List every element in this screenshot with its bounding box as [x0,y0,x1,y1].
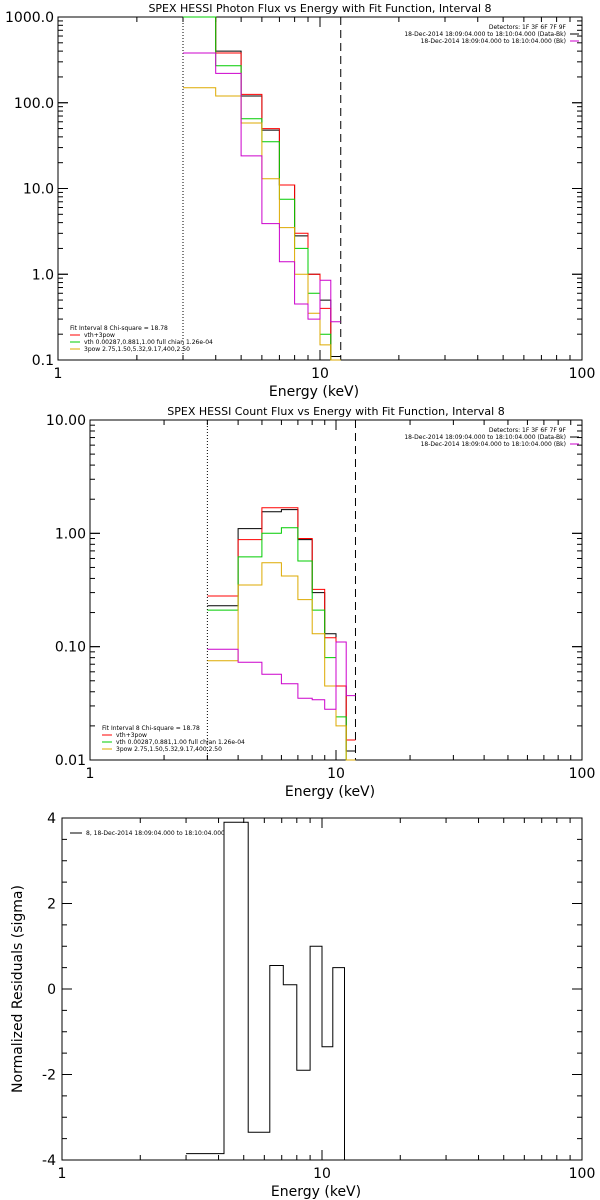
legend-left-label: vth+3pow [116,732,147,739]
series-line-4 [207,641,356,710]
legend-left-label: vth 0.00287,0.881,1.00 full chian 1.26e-… [116,739,245,746]
x-tick-label: 100 [569,1166,596,1182]
residual-line [186,821,345,1160]
y-tick-label: 10.00 [46,413,86,429]
series-line-0 [207,509,356,752]
y-tick-label: 0.01 [55,753,86,769]
legend-left-label: vth 0.00287,0.881,1.00 full chian 1.26e-… [84,339,213,346]
y-tick-label: 0 [47,982,56,998]
x-axis-label: Energy (keV) [285,784,375,800]
x-tick-label: 1 [54,366,63,382]
legend-right-label: Detectors: 1F 3F 6F 7F 9F [489,427,567,434]
y-tick-label: 1000.0 [5,10,54,26]
chart-title: SPEX HESSI Photon Flux vs Energy with Fi… [148,2,491,15]
legend-left-label: Fit Interval 8 Chi-square = 18.78 [102,725,200,732]
x-tick-label: 1 [58,1166,67,1182]
series-line-4 [183,52,341,323]
x-tick-label: 100 [569,366,596,382]
y-tick-label: 1.00 [55,526,86,542]
y-tick-label: -4 [42,1153,56,1169]
y-tick-label: 2 [47,897,56,913]
y-tick-label: 100.0 [14,96,54,112]
legend-right-label: Detectors: 1F 3F 6F 7F 9F [489,24,567,31]
y-axis-label: Normalized Residuals (sigma) [10,885,26,1093]
x-tick-label: 100 [569,766,596,782]
legend-left-label: 3pow 2.75,1.50,5.32,9.17,400,2.50 [84,346,190,353]
x-axis-label: Energy (keV) [271,1184,361,1200]
y-tick-label: 4 [47,811,56,827]
x-tick-label: 10 [311,366,329,382]
y-tick-label: 10.0 [23,182,54,198]
series-line-1 [183,16,341,361]
x-tick-label: 10 [313,1166,331,1182]
y-tick-label: 1.0 [32,267,54,283]
series-line-2 [183,16,341,361]
x-axis-label: Energy (keV) [269,384,359,400]
series-line-2 [207,527,356,761]
series-line-3 [207,562,356,761]
series-line-3 [183,87,341,361]
legend-label: 8, 18-Dec-2014 18:09:04.000 to 18:10:04.… [86,830,225,837]
legend-left-label: vth+3pow [84,332,115,339]
legend-right-label: 18-Dec-2014 18:09:04.000 to 18:10:04.000… [404,31,566,38]
series-line-1 [207,507,356,741]
chart-title: SPEX HESSI Count Flux vs Energy with Fit… [167,405,504,418]
legend-right-label: 18-Dec-2014 18:09:04.000 to 18:10:04.000… [421,441,566,448]
legend-left-label: Fit Interval 8 Chi-square = 18.78 [70,325,168,332]
x-tick-label: 1 [86,766,95,782]
y-tick-label: -2 [42,1068,56,1084]
legend-left-label: 3pow 2.75,1.50,5.32,9.17,400,2.50 [116,746,222,753]
x-tick-label: 10 [327,766,345,782]
y-tick-label: 0.10 [55,640,86,656]
y-tick-label: 0.1 [32,353,54,369]
legend-right-label: 18-Dec-2014 18:09:04.000 to 18:10:04.000… [404,434,566,441]
legend-right-label: 18-Dec-2014 18:09:04.000 to 18:10:04.000… [421,38,566,45]
